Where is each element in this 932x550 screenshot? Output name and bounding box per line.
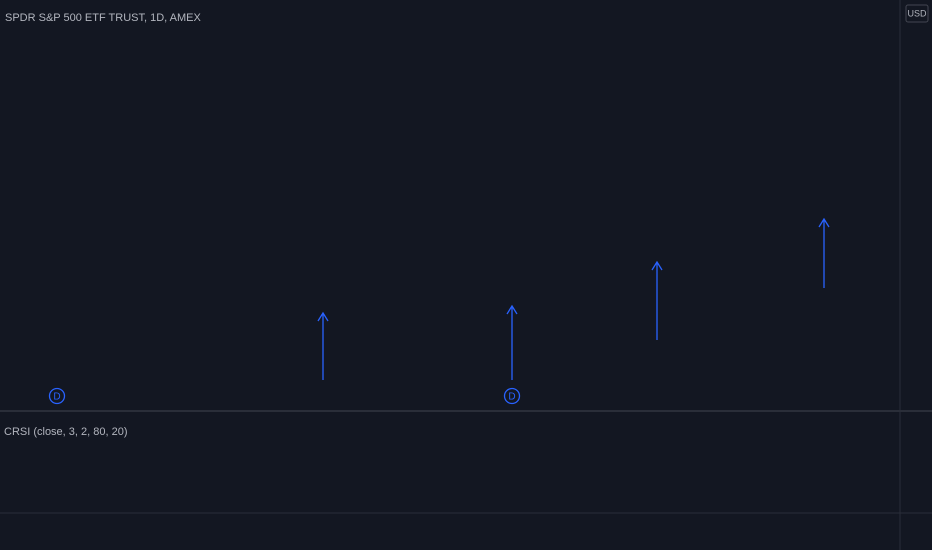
marker-circle (503, 387, 521, 405)
arrow (818, 217, 830, 288)
currency-label[interactable]: USD (907, 8, 927, 18)
dividend-marker[interactable]: D (508, 392, 515, 403)
arrow (317, 311, 329, 380)
annotations (48, 217, 830, 405)
arrow (506, 304, 518, 380)
indicator-title: CRSI (close, 3, 2, 80, 20) (4, 426, 128, 438)
chart-title: SPDR S&P 500 ETF TRUST, 1D, AMEX (5, 12, 201, 24)
currency-box[interactable] (905, 4, 929, 23)
dividend-marker[interactable]: D (53, 392, 60, 403)
marker-circle (48, 387, 66, 405)
arrow (651, 260, 663, 340)
